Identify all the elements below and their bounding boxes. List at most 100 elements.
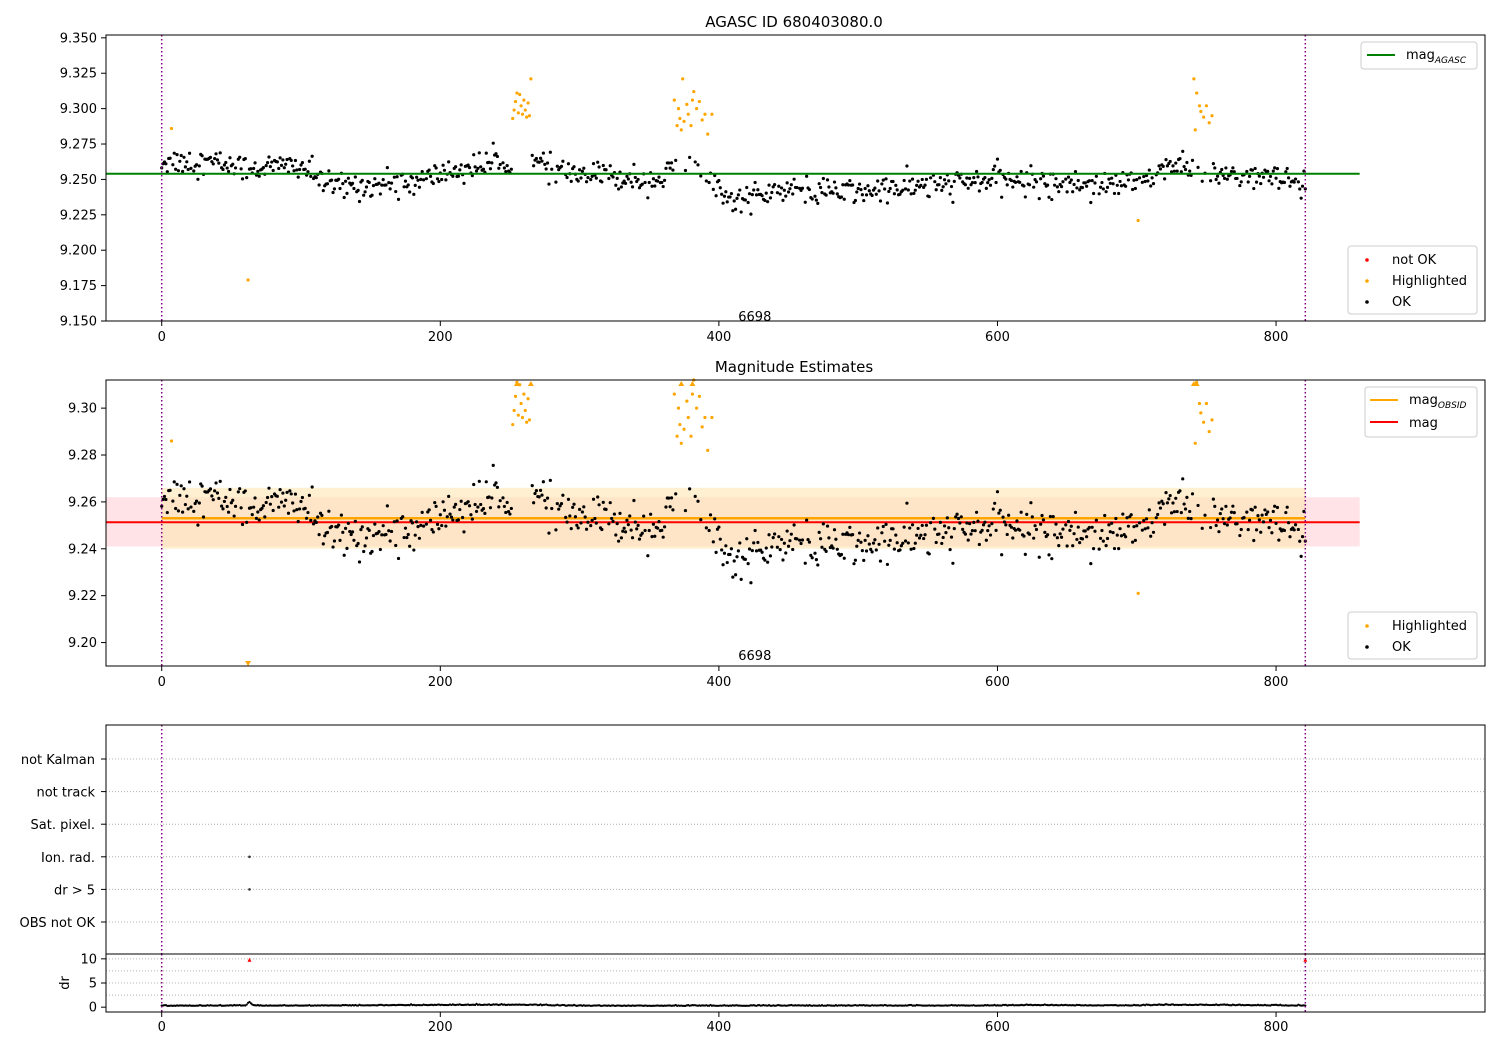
ok-point bbox=[564, 515, 568, 519]
ok-point bbox=[895, 541, 899, 545]
ok-point bbox=[1108, 181, 1112, 185]
ok-point bbox=[1007, 513, 1011, 517]
ok-point bbox=[832, 528, 837, 532]
ok-point bbox=[325, 530, 330, 535]
ok-point bbox=[243, 489, 247, 493]
ok-point bbox=[576, 526, 580, 530]
ok-point bbox=[1105, 185, 1110, 189]
ok-point bbox=[873, 186, 877, 190]
ok-point bbox=[197, 501, 201, 505]
ok-point bbox=[807, 540, 812, 544]
highlighted-point bbox=[676, 107, 681, 111]
panel4-frame bbox=[105, 953, 1486, 1013]
highlighted-point bbox=[1207, 429, 1211, 434]
ok-point bbox=[572, 165, 576, 169]
ok-point bbox=[292, 169, 296, 173]
ok-point bbox=[213, 156, 217, 161]
ok-point bbox=[1107, 523, 1111, 527]
ok-point bbox=[456, 174, 461, 178]
ok-point bbox=[265, 160, 270, 165]
ok-point bbox=[623, 530, 628, 534]
ok-point bbox=[406, 532, 410, 537]
ok-point bbox=[419, 523, 423, 527]
ok-point bbox=[505, 163, 509, 168]
ok-point bbox=[1085, 535, 1089, 539]
ok-point bbox=[192, 169, 196, 173]
ok-point bbox=[871, 541, 876, 545]
ok-point bbox=[1213, 504, 1217, 508]
ok-point bbox=[616, 539, 621, 543]
legend-mag-agasc-label: magAGASC bbox=[1406, 48, 1467, 66]
ok-point bbox=[892, 192, 896, 196]
ok-point bbox=[860, 549, 864, 553]
highlighted-point bbox=[1136, 591, 1140, 595]
ok-point bbox=[250, 513, 254, 517]
ok-point bbox=[367, 180, 371, 185]
ok-point bbox=[1140, 180, 1144, 184]
ok-point bbox=[920, 177, 924, 182]
ok-point bbox=[435, 177, 440, 181]
ok-point bbox=[754, 549, 759, 553]
ok-point bbox=[331, 545, 335, 549]
ok-point bbox=[1140, 528, 1144, 532]
ok-point bbox=[401, 515, 405, 519]
ok-point bbox=[722, 194, 727, 198]
ok-point bbox=[990, 176, 994, 180]
ok-point bbox=[532, 501, 536, 505]
panel1-title: AGASC ID 680403080.0 bbox=[705, 13, 883, 31]
ok-point bbox=[261, 165, 266, 170]
panel1-legend-markers: not OK Highlighted OK bbox=[1347, 245, 1478, 315]
ok-point bbox=[1185, 495, 1189, 499]
ok-point bbox=[402, 185, 406, 189]
ok-point bbox=[491, 141, 495, 145]
highlighted-point bbox=[690, 98, 695, 102]
ok-point bbox=[753, 180, 757, 185]
ok-point bbox=[1041, 518, 1046, 522]
ok-point bbox=[738, 188, 742, 192]
ok-point bbox=[827, 185, 831, 189]
ok-point bbox=[417, 185, 422, 189]
ok-point bbox=[734, 207, 738, 211]
ok-point bbox=[699, 174, 703, 178]
ok-point bbox=[495, 485, 500, 489]
highlighted-point bbox=[685, 102, 689, 106]
ok-point bbox=[577, 168, 582, 172]
ok-point bbox=[300, 161, 305, 165]
ok-point bbox=[1142, 174, 1146, 179]
ok-point bbox=[1298, 539, 1302, 543]
ok-point bbox=[1009, 525, 1014, 529]
ok-point bbox=[229, 501, 233, 505]
ok-point bbox=[218, 479, 222, 483]
legend-ok-label: OK bbox=[1392, 295, 1411, 310]
dr-high-marker bbox=[247, 957, 252, 962]
ok-point bbox=[725, 560, 729, 565]
ok-point bbox=[1124, 184, 1128, 188]
ok-point bbox=[389, 181, 394, 185]
ok-point bbox=[993, 501, 997, 505]
ok-point bbox=[470, 517, 474, 521]
highlighted-point bbox=[523, 408, 527, 413]
ok-point bbox=[571, 505, 575, 510]
ok-point bbox=[364, 185, 369, 189]
ok-point bbox=[245, 520, 249, 524]
panel4-ylabel: dr bbox=[58, 976, 73, 990]
ok-point bbox=[764, 191, 768, 195]
ok-point bbox=[800, 186, 805, 190]
highlighted-point bbox=[527, 114, 532, 118]
ok-point bbox=[402, 535, 406, 540]
ok-point bbox=[441, 500, 445, 504]
ok-point bbox=[1268, 518, 1273, 522]
ok-point bbox=[632, 498, 636, 503]
ok-point bbox=[559, 502, 564, 506]
ok-point bbox=[626, 523, 630, 527]
ok-point bbox=[1178, 157, 1182, 161]
ok-point bbox=[1238, 183, 1242, 188]
ok-point bbox=[1000, 553, 1004, 557]
ok-point bbox=[915, 533, 919, 537]
ok-point bbox=[176, 169, 181, 173]
ok-point bbox=[477, 479, 481, 483]
ok-point bbox=[883, 539, 887, 543]
ok-point bbox=[577, 507, 582, 511]
ok-point bbox=[1261, 175, 1266, 179]
ok-point bbox=[696, 499, 700, 503]
